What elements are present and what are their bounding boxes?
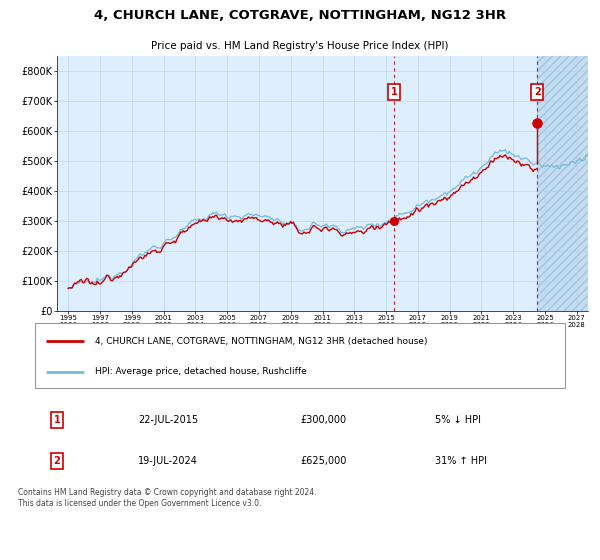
Text: 5% ↓ HPI: 5% ↓ HPI [435,416,481,426]
Text: £300,000: £300,000 [300,416,346,426]
Text: 2: 2 [53,456,61,466]
Bar [537,56,588,311]
Text: HPI: Average price, detached house, Rushcliffe: HPI: Average price, detached house, Rush… [95,367,307,376]
Text: 19-JUL-2024: 19-JUL-2024 [138,456,198,466]
Text: 4, CHURCH LANE, COTGRAVE, NOTTINGHAM, NG12 3HR: 4, CHURCH LANE, COTGRAVE, NOTTINGHAM, NG… [94,9,506,22]
Text: Price paid vs. HM Land Registry's House Price Index (HPI): Price paid vs. HM Land Registry's House … [151,41,449,51]
Text: £625,000: £625,000 [300,456,346,466]
Text: 31% ↑ HPI: 31% ↑ HPI [435,456,487,466]
FancyBboxPatch shape [35,323,565,389]
Text: 1: 1 [53,416,61,426]
Text: Contains HM Land Registry data © Crown copyright and database right 2024.
This d: Contains HM Land Registry data © Crown c… [18,488,316,507]
Text: 22-JUL-2015: 22-JUL-2015 [138,416,198,426]
Text: 4, CHURCH LANE, COTGRAVE, NOTTINGHAM, NG12 3HR (detached house): 4, CHURCH LANE, COTGRAVE, NOTTINGHAM, NG… [95,337,427,346]
Bar [537,56,588,311]
Text: 1: 1 [391,87,397,97]
Text: 2: 2 [534,87,541,97]
